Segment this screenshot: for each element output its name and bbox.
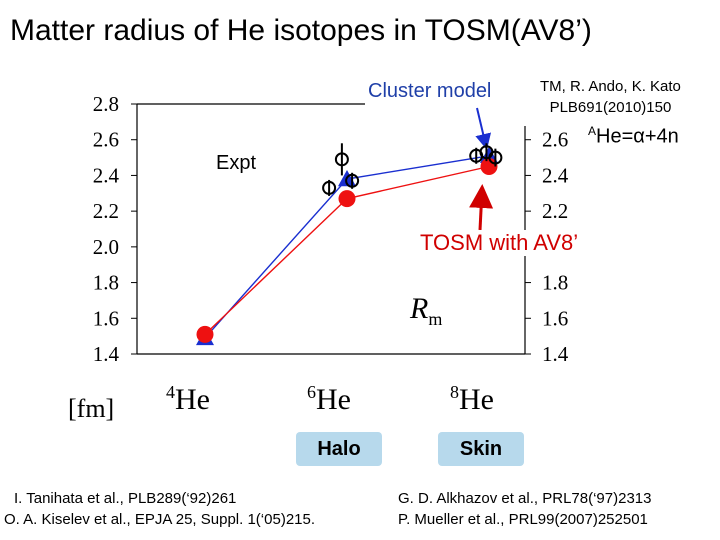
x-tick-symbol: He <box>459 383 494 416</box>
y-tick-label-right: 1.6 <box>542 306 568 330</box>
alpha-formula: He=α+4n <box>596 125 679 148</box>
y-tick-label-left: 2.6 <box>93 128 119 152</box>
y-tick-label-left: 2.0 <box>93 235 119 259</box>
cluster-model-arrow <box>475 107 492 150</box>
y-tick-label-left: 2.8 <box>93 92 119 116</box>
y-tick-label-left: 1.4 <box>93 342 120 366</box>
x-tick-mass-4: 4 <box>166 382 175 402</box>
reference-top-line-1: TM, R. Ando, K. Kato <box>540 78 681 95</box>
y-tick-label-left: 2.2 <box>93 199 119 223</box>
reference-alkhazov: G. D. Alkhazov et al., PRL78(‘97)2313 <box>398 490 652 507</box>
experiment-marker <box>345 173 360 188</box>
y-tick-label-right: 1.4 <box>542 342 569 366</box>
experiment-point <box>345 172 360 189</box>
unit-label: [fm] <box>68 394 115 423</box>
x-tick-symbol: He <box>316 383 351 416</box>
tosm-point <box>196 325 214 343</box>
experiment-point <box>334 143 349 176</box>
x-tick-mass-6: 6 <box>307 382 316 402</box>
x-tick-he4: 4He <box>166 382 210 417</box>
tosm-arrow <box>469 184 494 231</box>
reference-tanihata: I. Tanihata et al., PLB289(‘92)261 <box>14 490 237 507</box>
page-title: Matter radius of He isotopes in TOSM(AV8… <box>10 14 592 47</box>
experiment-marker <box>334 152 349 167</box>
tosm-point <box>338 190 356 208</box>
reference-top-line-2: PLB691(2010)150 <box>549 99 672 116</box>
alpha-cluster-label: AHe=α+4n <box>588 124 679 149</box>
matter-radius-symbol: Rm <box>410 292 442 330</box>
rm-main: R <box>410 292 429 325</box>
experiment-point <box>322 179 337 196</box>
experiment-label: Expt <box>212 152 261 175</box>
x-tick-he8: 8He <box>450 382 494 417</box>
experiment-marker <box>488 150 503 165</box>
alpha-mass-prefix: A <box>588 124 597 138</box>
experiment-point <box>488 148 503 167</box>
rm-sub: m <box>428 309 443 329</box>
x-tick-symbol: He <box>175 383 210 416</box>
skin-badge: Skin <box>438 432 524 466</box>
x-tick-he6: 6He <box>307 382 351 417</box>
y-tick-label-left: 1.6 <box>93 306 119 330</box>
y-tick-label-left: 2.4 <box>93 163 120 187</box>
y-tick-label-right: 2.4 <box>542 163 569 187</box>
reference-top: TM, R. Ando, K. Kato PLB691(2010)150 <box>540 76 681 118</box>
y-tick-label-right: 2.6 <box>542 128 568 152</box>
x-tick-mass-8: 8 <box>450 382 459 402</box>
y-tick-label-right: 1.8 <box>542 271 568 295</box>
y-tick-label-left: 1.8 <box>93 271 119 295</box>
experiment-marker <box>322 180 337 195</box>
halo-badge: Halo <box>296 432 382 466</box>
tosm-label: TOSM with AV8’ <box>418 230 581 256</box>
reference-mueller: P. Mueller et al., PRL99(2007)252501 <box>398 511 648 528</box>
cluster-model-label: Cluster model <box>368 80 492 102</box>
y-tick-label-right: 2.2 <box>542 199 568 223</box>
reference-kiselev: O. A. Kiselev et al., EPJA 25, Suppl. 1(… <box>4 511 316 528</box>
